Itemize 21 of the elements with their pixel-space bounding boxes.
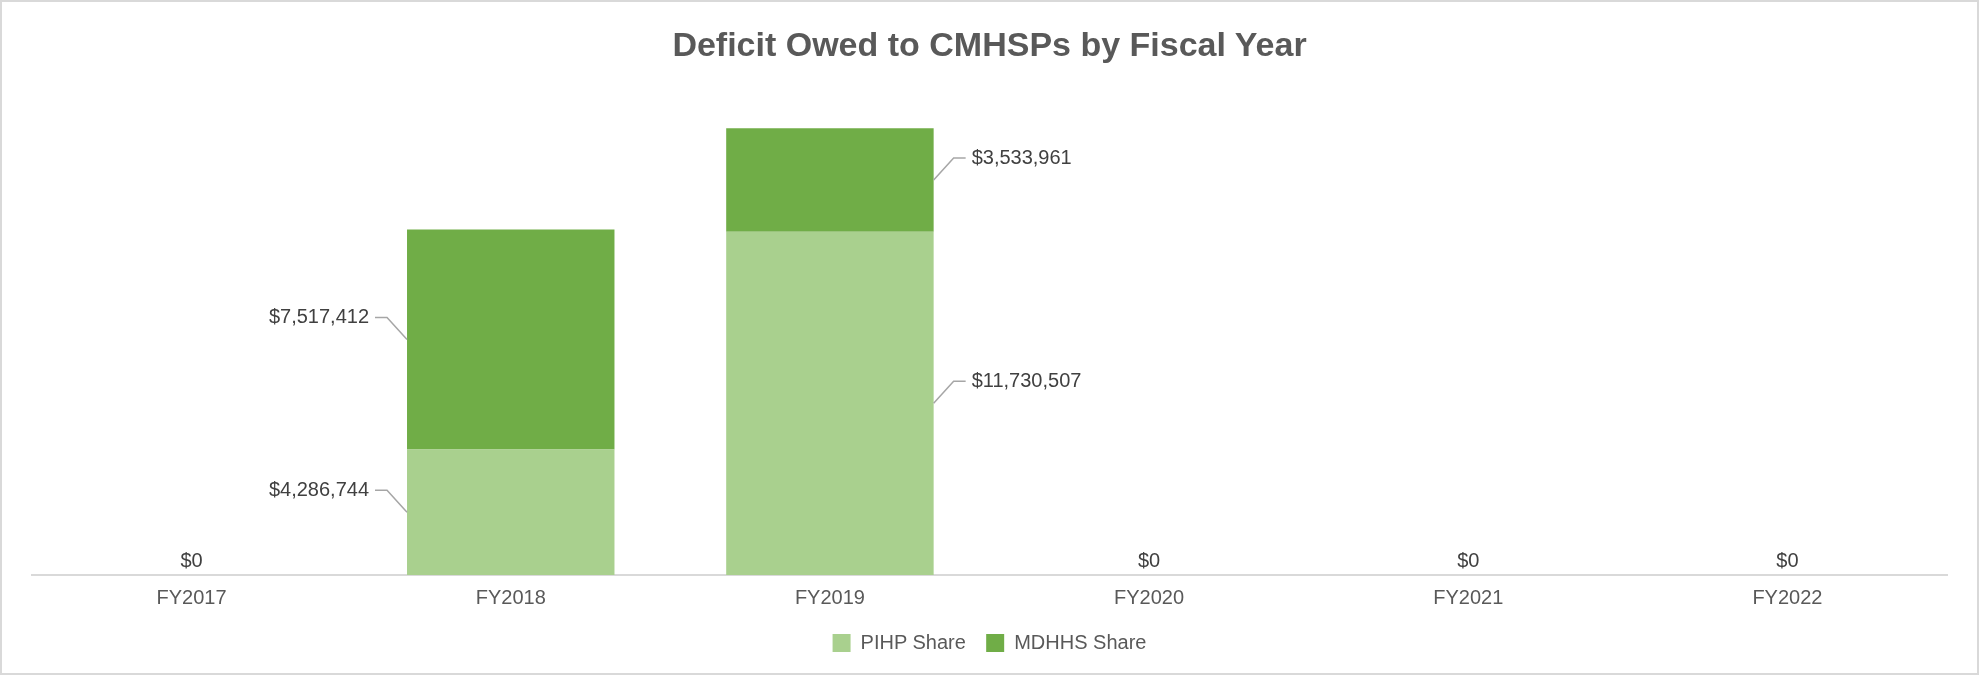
x-tick-label: FY2019 — [794, 585, 865, 608]
data-label: $0 — [1457, 548, 1480, 571]
x-tick-label: FY2020 — [1114, 585, 1185, 608]
bar — [407, 449, 615, 575]
legend-label: PIHP Share — [860, 630, 966, 653]
legend-label: MDHHS Share — [1014, 630, 1147, 653]
x-tick-label: FY2021 — [1433, 585, 1504, 608]
x-tick-label: FY2018 — [475, 585, 546, 608]
data-label: $11,730,507 — [971, 368, 1082, 391]
x-tick-label: FY2017 — [156, 585, 227, 608]
data-label: $4,286,744 — [268, 477, 370, 500]
bar — [726, 128, 934, 232]
bar — [407, 229, 615, 450]
data-label: $0 — [1776, 548, 1799, 571]
data-label: $3,533,961 — [971, 145, 1072, 168]
data-label: $0 — [1137, 548, 1161, 571]
x-tick-label: FY2022 — [1752, 585, 1823, 608]
chart-title: Deficit Owed to CMHSPs by Fiscal Year — [672, 24, 1307, 63]
data-label: $7,517,412 — [268, 305, 370, 328]
data-label: $0 — [180, 548, 203, 571]
bar — [726, 231, 934, 575]
